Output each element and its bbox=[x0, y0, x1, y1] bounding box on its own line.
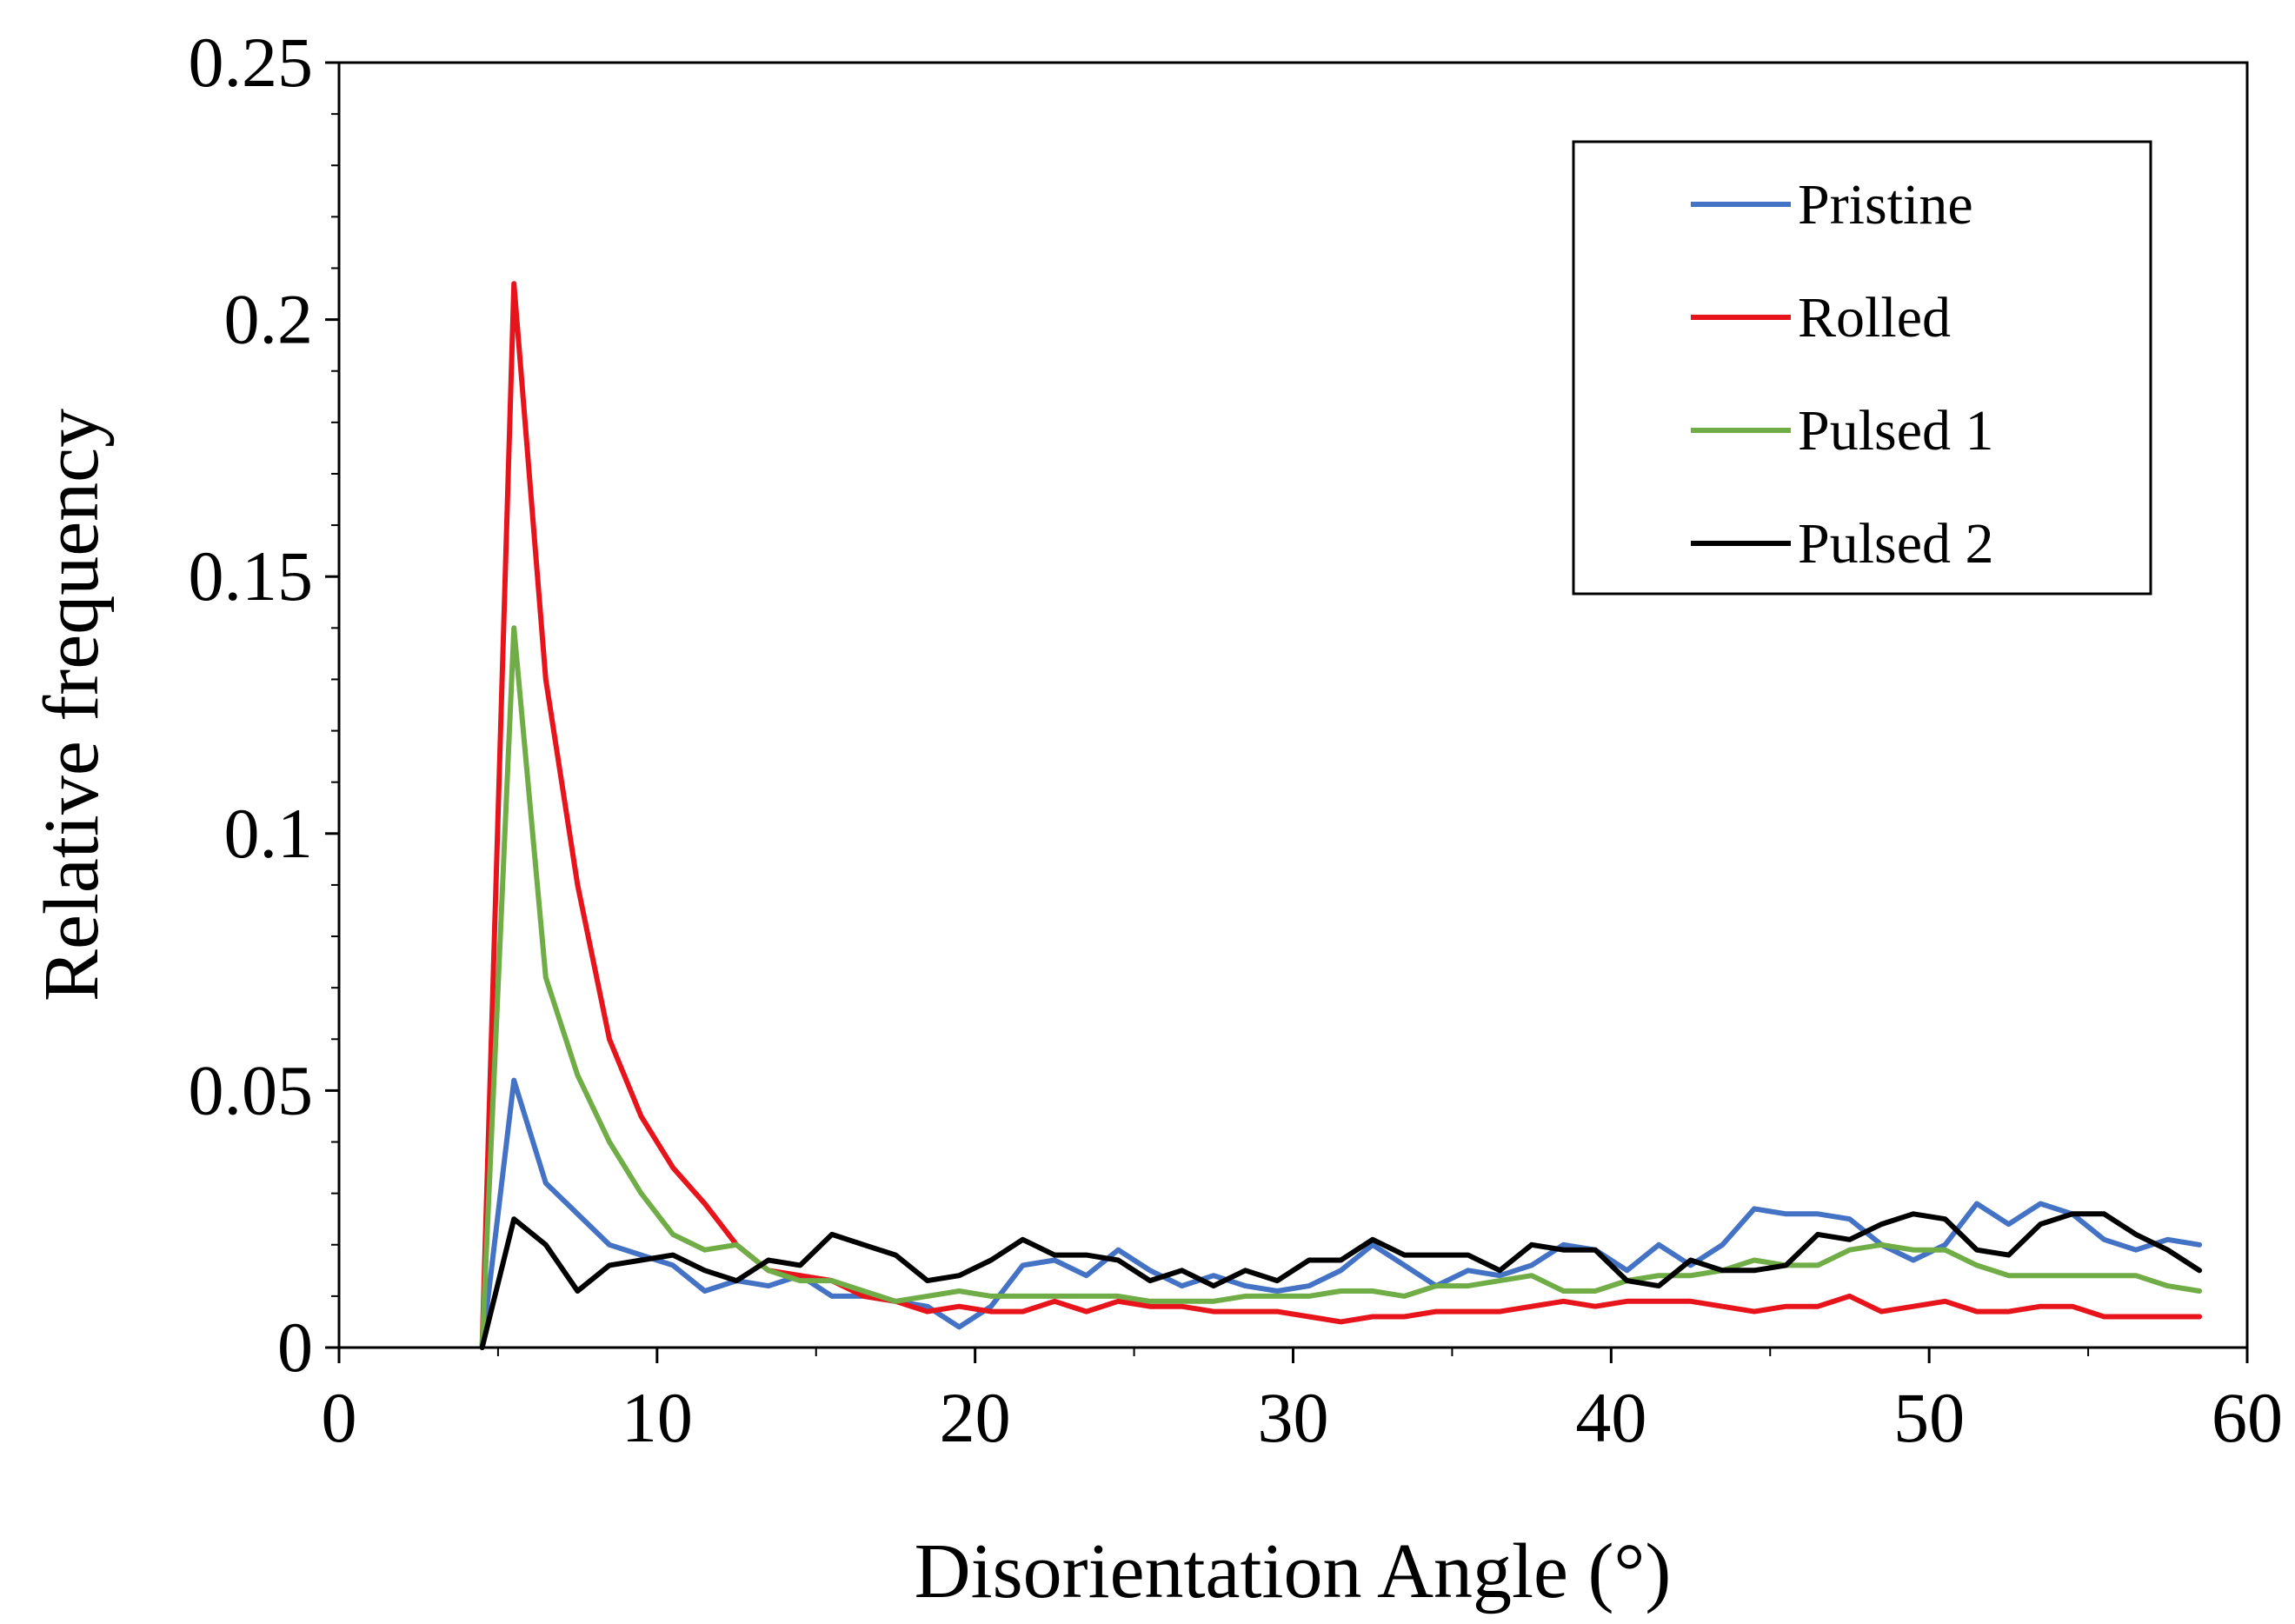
y-tick-label: 0.2 bbox=[224, 280, 314, 359]
legend-label-rolled: Rolled bbox=[1798, 286, 1951, 349]
legend-box bbox=[1572, 140, 2152, 596]
y-tick-label: 0.25 bbox=[189, 23, 314, 102]
series-line-pulsed-1 bbox=[479, 625, 2203, 1350]
legend: Pristine Rolled Pulsed 1 Pulsed 2 bbox=[1572, 140, 2152, 596]
series-layer bbox=[479, 281, 2203, 1350]
series-line-pulsed-2 bbox=[479, 1211, 2203, 1350]
y-tick-label: 0.1 bbox=[224, 794, 314, 873]
x-tick-label: 40 bbox=[1575, 1378, 1646, 1457]
legend-label-pristine: Pristine bbox=[1798, 173, 1973, 236]
x-tick-label: 30 bbox=[1258, 1378, 1329, 1457]
legend-label-pulsed-1: Pulsed 1 bbox=[1798, 399, 1994, 463]
y-tick-label: 0.05 bbox=[189, 1050, 314, 1129]
y-axis-title: Relative frequency bbox=[29, 409, 115, 1002]
tick-layer: 0 0.05 0.1 0.15 0.2 0.25 0 10 20 30 40 50 60 bbox=[189, 23, 2284, 1457]
x-tick-label: 60 bbox=[2212, 1378, 2283, 1457]
series-line-pristine bbox=[479, 1077, 2203, 1350]
x-tick-label: 20 bbox=[940, 1378, 1011, 1457]
legend-items: Pristine Rolled Pulsed 1 Pulsed 2 bbox=[1691, 173, 1994, 576]
x-tick-label: 10 bbox=[622, 1378, 693, 1457]
x-tick-label: 0 bbox=[322, 1378, 357, 1457]
y-tick-label: 0 bbox=[277, 1308, 313, 1387]
x-tick-label: 50 bbox=[1893, 1378, 1965, 1457]
legend-label-pulsed-2: Pulsed 2 bbox=[1798, 512, 1994, 576]
x-axis-title: Disorientation Angle (°) bbox=[915, 1528, 1672, 1614]
y-tick-label: 0.15 bbox=[189, 536, 314, 616]
